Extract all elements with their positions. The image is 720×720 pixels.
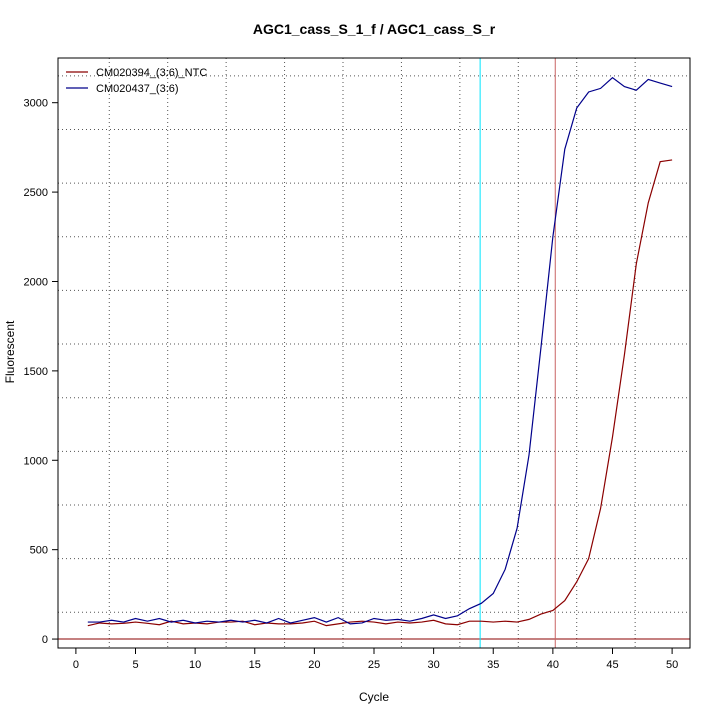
y-axis-label: Fluorescent (3, 320, 17, 383)
x-tick-label: 15 (249, 659, 261, 671)
reference-lines (58, 58, 690, 648)
legend: CM020394_(3:6)_NTC CM020437_(3:6) (66, 67, 207, 95)
legend-label-1: CM020394_(3:6)_NTC (96, 67, 207, 79)
x-axis-label: Cycle (359, 690, 389, 704)
x-tick-label: 25 (368, 659, 380, 671)
series-layer (87, 76, 673, 627)
y-tick-label: 2000 (24, 276, 48, 288)
grid-layer (58, 58, 690, 648)
x-tick-label: 5 (132, 659, 138, 671)
x-tick-label: 30 (427, 659, 439, 671)
y-tick-label: 2500 (24, 187, 48, 199)
y-tick-label: 1000 (24, 455, 48, 467)
x-tick-label: 50 (666, 659, 678, 671)
x-tick-label: 35 (487, 659, 499, 671)
x-tick-label: 20 (308, 659, 320, 671)
y-tick-label: 0 (42, 634, 48, 646)
chart-title: AGC1_cass_S_1_f / AGC1_cass_S_r (253, 21, 496, 37)
x-tick-label: 40 (547, 659, 559, 671)
series-line-1 (87, 159, 673, 627)
y-tick-label: 500 (30, 545, 48, 557)
x-tick-label: 0 (73, 659, 79, 671)
axes-layer: 0 5 10 15 20 25 30 35 40 45 5005001000150020002500… (24, 57, 691, 671)
x-tick-label: 45 (606, 659, 618, 671)
legend-label-2: CM020437_(3:6) (96, 83, 179, 95)
y-tick-label: 3000 (24, 98, 48, 110)
x-tick-label: 10 (189, 659, 201, 671)
y-tick-label: 1500 (24, 366, 48, 378)
series-line-2 (87, 76, 673, 625)
